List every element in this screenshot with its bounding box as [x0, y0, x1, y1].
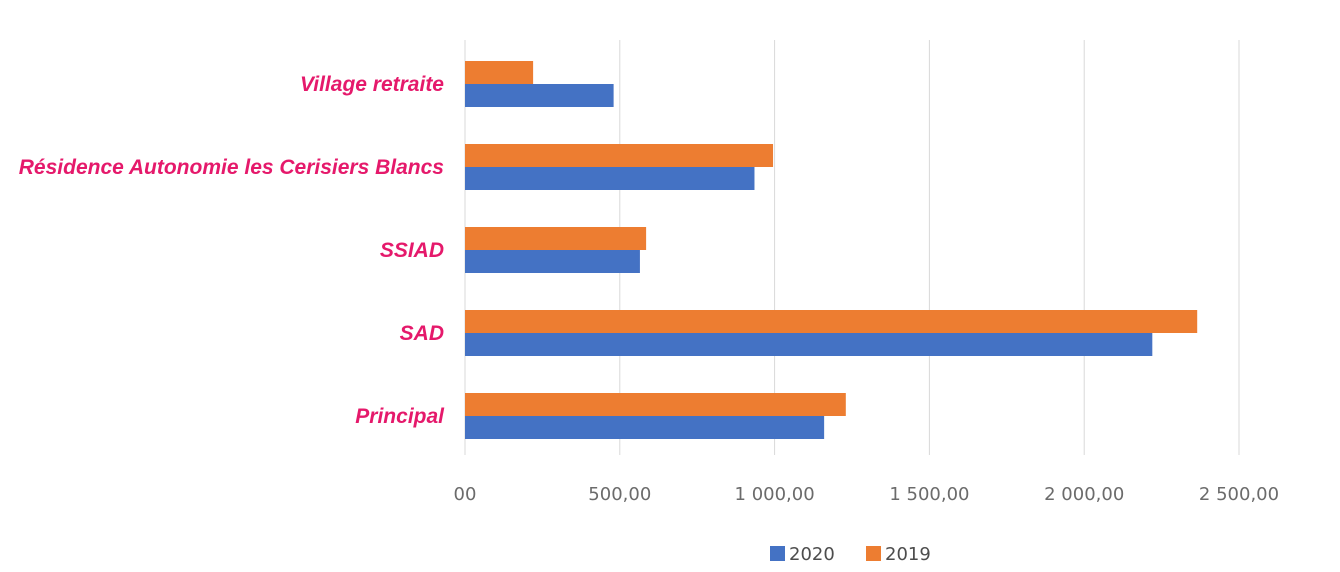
legend-swatch [866, 546, 881, 561]
bar-2020 [465, 416, 825, 439]
category-label: Village retraite [300, 73, 444, 96]
bar-2019 [465, 310, 1198, 333]
x-tick-label: 2 000,00 [1044, 484, 1124, 505]
category-labels: Village retraite Résidence Autonomie les … [19, 73, 445, 428]
x-tick-label: 500,00 [588, 484, 651, 505]
bar-2020 [465, 84, 614, 107]
x-tick-label: 1 000,00 [735, 484, 815, 505]
bar-2019 [465, 144, 774, 167]
legend: 2020 2019 [770, 544, 931, 565]
category-label: SAD [400, 322, 444, 345]
x-axis-tick-labels: 00 500,00 1 000,00 1 500,00 2 000,00 2 500,00 [454, 484, 1280, 505]
bar-2020 [465, 167, 755, 190]
bar-2019 [465, 393, 846, 416]
bars-layer [465, 61, 1198, 439]
x-tick-label: 2 500,00 [1199, 484, 1279, 505]
legend-label: 2019 [885, 544, 931, 565]
category-label: Principal [355, 405, 445, 428]
bar-2019 [465, 61, 534, 84]
x-tick-label: 00 [454, 484, 477, 505]
bar-2020 [465, 250, 640, 273]
legend-label: 2020 [789, 544, 835, 565]
bar-2020 [465, 333, 1153, 356]
category-label: Résidence Autonomie les Cerisiers Blancs [19, 156, 444, 179]
legend-swatch [770, 546, 785, 561]
grid-layer [464, 40, 1240, 455]
x-tick-label: 1 500,00 [889, 484, 969, 505]
category-label: SSIAD [380, 239, 444, 262]
bar-2019 [465, 227, 647, 250]
